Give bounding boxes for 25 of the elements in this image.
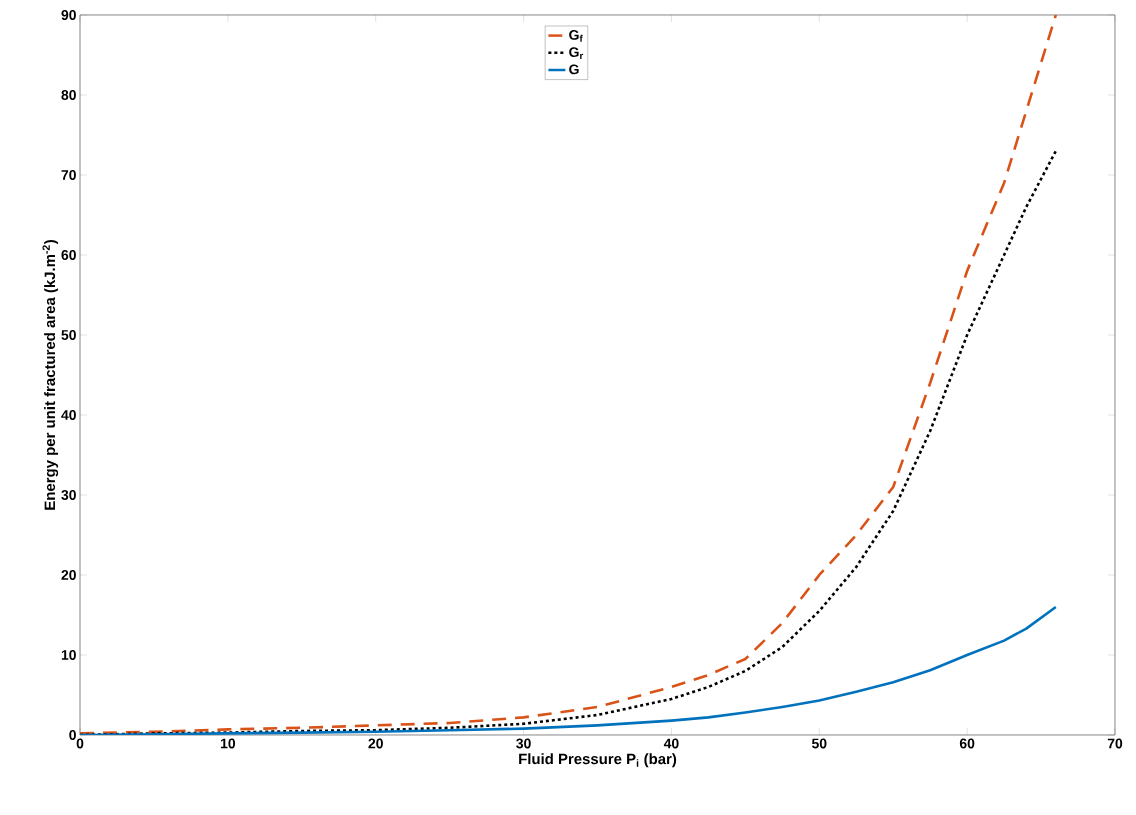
y-tick-label: 50: [61, 330, 76, 340]
x-tick-label: 10: [220, 738, 236, 749]
y-tick-label: 40: [61, 410, 76, 420]
line-series: [80, 14, 1058, 735]
x-tick-label: 20: [368, 738, 383, 749]
y-tick-label: 0: [69, 730, 76, 740]
y-tick-label: 90: [61, 10, 76, 20]
y-tick-label: 70: [61, 170, 76, 180]
x-axis-title: Fluid Pressure P$_{i}$ (bar): [519, 753, 677, 768]
y-tick-label: 80: [61, 90, 76, 100]
x-tick-label: 0: [76, 738, 84, 749]
x-tick-label: 40: [663, 738, 679, 749]
y-tick-label: 20: [61, 570, 76, 580]
y-tick-label: 10: [61, 650, 76, 660]
legend-label: G: [569, 64, 579, 75]
legend-label: G$_{f}$: [569, 29, 583, 42]
y-axis-title: Energy per unit fractured area (kJ.m$^{-2}$): [42, 240, 59, 510]
legend-label: G$_{r}$: [569, 47, 584, 60]
x-tick-label: 60: [959, 738, 975, 749]
y-tick-label: 60: [61, 250, 76, 260]
x-tick-label: 30: [516, 738, 531, 749]
x-tick-label: 70: [1107, 738, 1123, 749]
y-tick-label: 30: [61, 490, 76, 500]
line-series: [80, 605, 1058, 735]
x-tick-label: 50: [811, 738, 827, 749]
